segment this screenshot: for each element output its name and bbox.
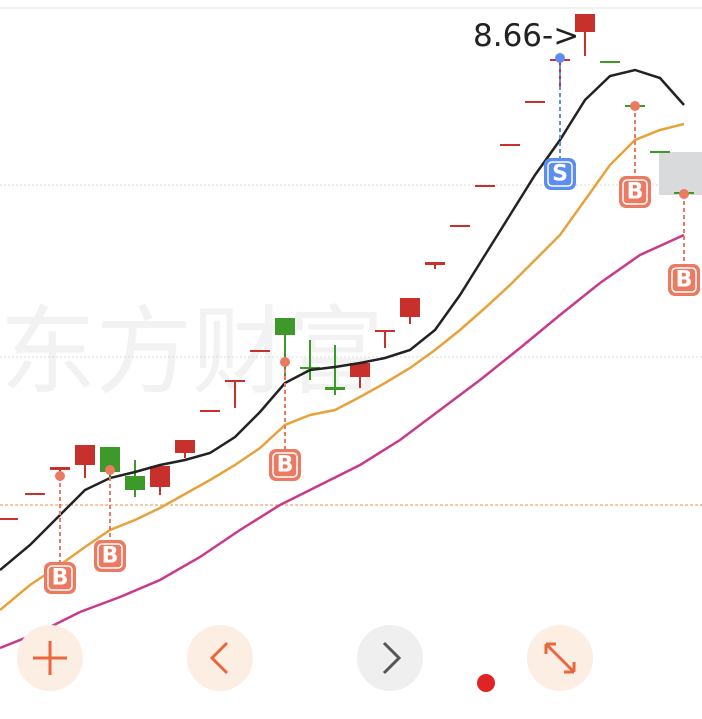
signal-label: B (277, 453, 294, 478)
signal-dot (679, 189, 689, 199)
signal-label: B (627, 180, 644, 205)
watermark: 东方财富 (0, 296, 384, 408)
signal-dot (280, 357, 290, 367)
signal-dot (630, 101, 640, 111)
signal-badge (94, 540, 126, 572)
price-annotation: 8.66-> (473, 18, 579, 54)
candle-body (575, 14, 595, 32)
candle-body (125, 476, 145, 490)
candle-body (0, 518, 18, 520)
signal-badge-inner (671, 267, 697, 293)
candle-body (400, 298, 420, 317)
signal-badge (269, 449, 301, 481)
signal-badge-inner (272, 452, 298, 478)
ma-mid (0, 122, 685, 611)
candle-body (600, 61, 620, 63)
signal-badge-inner (47, 565, 73, 591)
signal-label: S (552, 162, 568, 187)
candle-body (100, 447, 120, 472)
signals: B B B S B B (44, 53, 700, 594)
ma-long (0, 233, 685, 650)
next-button[interactable] (357, 625, 423, 691)
candle-body (650, 151, 670, 153)
indicator-dot (477, 674, 495, 692)
prev-button[interactable] (187, 625, 253, 691)
signal-label: B (676, 268, 693, 293)
candle-body (375, 330, 395, 332)
signal-dot (55, 471, 65, 481)
ma-short (0, 68, 685, 571)
candle-body (25, 493, 45, 495)
candle-body (250, 350, 270, 352)
candle-body (200, 410, 220, 412)
candle-body (75, 445, 95, 465)
zoom-in-button[interactable] (17, 625, 83, 691)
candle-body (175, 440, 195, 453)
signal-badge (44, 562, 76, 594)
moving-averages (0, 68, 685, 650)
candle-body (525, 101, 545, 103)
signal-label: B (102, 544, 119, 569)
signal-badge-inner (547, 161, 573, 187)
signal-label: B (52, 566, 69, 591)
toolbar (17, 625, 593, 692)
candle-body (500, 144, 520, 146)
signal-badge-inner (622, 179, 648, 205)
candle-body (425, 262, 445, 265)
candle-body (225, 380, 245, 382)
candle-body (275, 318, 295, 335)
signal-badge-inner (97, 543, 123, 569)
candle-body (450, 225, 470, 227)
signal-badge (619, 176, 651, 208)
signal-badge (544, 158, 576, 190)
candle-body (350, 363, 370, 377)
highlight-box (659, 152, 702, 195)
candle-body (475, 185, 495, 187)
signal-dot (105, 465, 115, 475)
candle-body (50, 467, 70, 470)
candle-body (150, 466, 170, 487)
candle-body (325, 387, 345, 390)
signal-badge (668, 264, 700, 296)
signal-dot (555, 53, 565, 63)
bottom-strip (0, 709, 702, 719)
fullscreen-button[interactable] (527, 625, 593, 691)
candle-body (300, 367, 320, 369)
